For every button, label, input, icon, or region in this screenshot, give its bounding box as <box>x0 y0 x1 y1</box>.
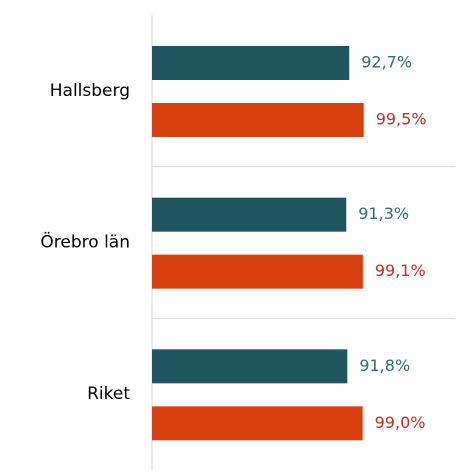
value-label: 91,3% <box>358 204 409 223</box>
value-label: 91,8% <box>359 356 410 375</box>
category-label: Örebro län <box>40 231 130 253</box>
value-label: 99,1% <box>375 261 426 280</box>
bar <box>152 349 348 384</box>
bar <box>152 46 350 80</box>
value-label: 99,5% <box>376 110 427 129</box>
bar <box>152 103 364 137</box>
bar <box>152 406 363 441</box>
bar <box>152 197 347 232</box>
category-label: Riket <box>87 384 130 404</box>
value-label: 99,0% <box>375 413 426 432</box>
value-label: 92,7% <box>361 53 412 72</box>
bar <box>152 254 363 289</box>
category-label: Hallsberg <box>50 81 130 101</box>
